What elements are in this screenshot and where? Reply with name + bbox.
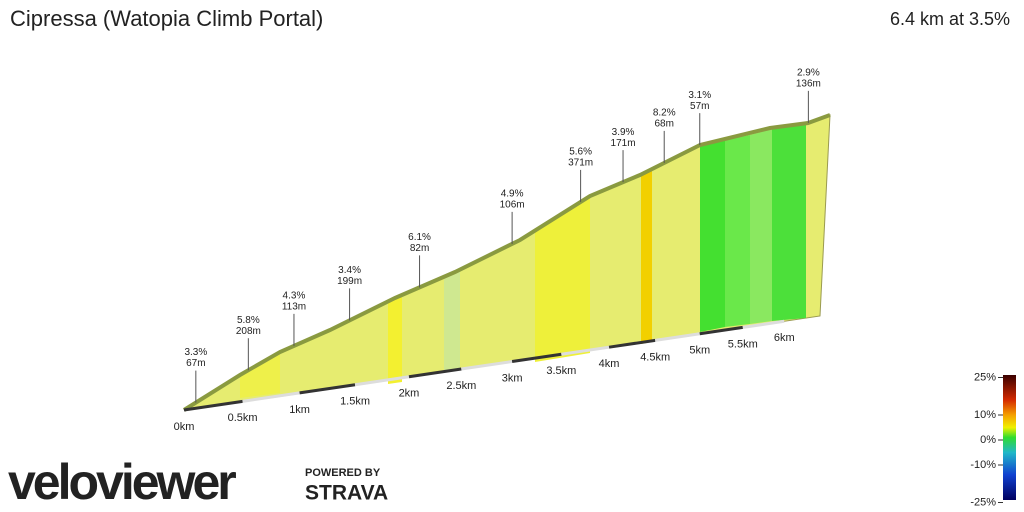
- logo: veloviewer: [8, 454, 236, 510]
- grade-label: 3.4%: [338, 265, 361, 276]
- x-tick-label: 0.5km: [228, 412, 258, 424]
- length-label: 67m: [186, 358, 205, 369]
- grade-label: 5.8%: [237, 315, 260, 326]
- x-tick-label: 5km: [689, 345, 710, 357]
- band: [240, 352, 280, 398]
- x-tick-label: 5.5km: [728, 338, 758, 350]
- length-label: 208m: [236, 326, 261, 337]
- grade-label: 8.2%: [653, 108, 676, 119]
- x-tick-label: 0km: [174, 421, 195, 433]
- scale-label: 0%: [980, 434, 996, 446]
- x-tick-label: 6km: [774, 332, 795, 344]
- grade-label: 3.3%: [184, 347, 207, 358]
- axis-segment: [408, 367, 462, 379]
- x-tick-label: 4km: [599, 358, 620, 370]
- axis-segment: [742, 319, 785, 329]
- length-label: 82m: [410, 243, 429, 254]
- axis-segment: [561, 345, 610, 356]
- axis-segment: [699, 325, 743, 336]
- axis-segment: [242, 391, 300, 403]
- length-label: 371m: [568, 158, 593, 169]
- axis-segment: [461, 360, 513, 371]
- x-tick-label: 1km: [289, 404, 310, 416]
- axis-segment: [354, 375, 410, 387]
- length-label: 171m: [611, 138, 636, 149]
- x-tick-label: 1.5km: [340, 396, 370, 408]
- grade-label: 5.6%: [569, 147, 592, 158]
- length-label: 57m: [690, 101, 709, 112]
- grade-label: 4.3%: [283, 290, 306, 301]
- band: [772, 123, 806, 321]
- axis-segment: [654, 332, 700, 342]
- length-label: 106m: [500, 200, 525, 211]
- length-label: 136m: [796, 79, 821, 90]
- x-tick-label: 2km: [399, 388, 420, 400]
- scale-label: 10%: [974, 409, 996, 421]
- x-tick-label: 4.5km: [640, 351, 670, 363]
- band: [444, 270, 460, 371]
- band: [388, 294, 402, 384]
- strava: STRAVA: [305, 482, 388, 505]
- powered-by: POWERED BY: [305, 467, 381, 479]
- x-tick-label: 3km: [502, 372, 523, 384]
- axis-segment: [608, 338, 656, 349]
- length-label: 113m: [282, 301, 306, 312]
- grade-label: 2.9%: [797, 68, 820, 79]
- grade-label: 3.1%: [688, 90, 711, 101]
- grade-label: 4.9%: [501, 189, 524, 200]
- profile-top: [182, 113, 831, 412]
- band: [535, 196, 590, 362]
- color-scale: [1003, 375, 1016, 500]
- chart-title: Cipressa (Watopia Climb Portal): [10, 6, 323, 31]
- length-label: 68m: [654, 119, 673, 130]
- grade-label: 6.1%: [408, 232, 431, 243]
- axis-segment: [299, 383, 356, 395]
- axis-segment: [511, 352, 562, 363]
- scale-label: -10%: [970, 459, 996, 471]
- chart-subtitle: 6.4 km at 3.5%: [890, 9, 1010, 29]
- band: [700, 140, 725, 332]
- x-tick-label: 3.5km: [546, 365, 576, 377]
- scale-label: -25%: [970, 496, 996, 508]
- profile: [182, 113, 831, 412]
- axis-segment: [183, 399, 243, 412]
- length-label: 199m: [337, 276, 362, 287]
- grade-label: 3.9%: [612, 127, 635, 138]
- x-tick-label: 2.5km: [446, 380, 476, 392]
- band: [641, 168, 652, 344]
- band: [725, 135, 750, 327]
- scale-label: 25%: [974, 371, 996, 383]
- band: [750, 129, 772, 324]
